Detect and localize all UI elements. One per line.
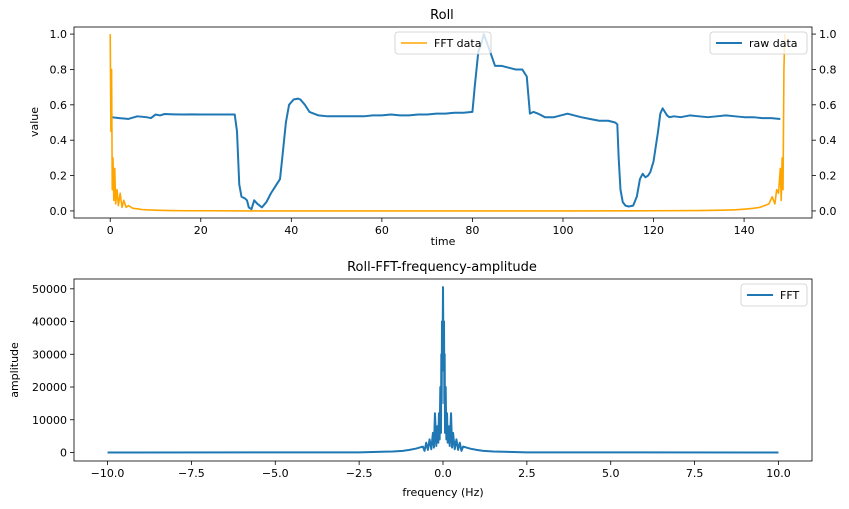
roll-y-ticks-left: 0.0 0.2 0.4 0.6 0.8 1.0 — [50, 28, 74, 218]
roll-x-axis-label: time — [431, 235, 456, 248]
subplot-roll: Roll 0 20 40 60 80 100 120 140 0.0 0.2 0.4 0.6 0.8 1… — [28, 8, 837, 248]
fft-x-axis-label: frequency (Hz) — [402, 486, 483, 499]
series-fft-data-line — [109, 34, 786, 212]
legend-raw-data-label: raw data — [749, 37, 798, 50]
roll-x-tick-label: 0 — [107, 224, 114, 237]
fft-y-tick-label: 10000 — [32, 414, 67, 427]
legend-fft-label: FFT — [780, 289, 799, 302]
legend-fft-data-label: FFT data — [434, 37, 481, 50]
legend-raw-data: raw data — [709, 31, 808, 55]
fft-y-tick-label: 30000 — [32, 348, 67, 361]
roll-y-tick-label: 0.2 — [50, 170, 68, 183]
roll-x-tick-label: 80 — [465, 224, 479, 237]
fft-x-tick-label: −7.5 — [178, 467, 205, 480]
roll-title: Roll — [430, 8, 454, 23]
roll-x-tick-label: 20 — [194, 224, 208, 237]
fft-plot-area — [107, 286, 779, 454]
roll-y-tick-label: 1.0 — [50, 28, 68, 41]
roll-axes-frame — [73, 26, 813, 219]
legend-fft-box — [740, 283, 808, 307]
fft-x-tick-label: 7.5 — [686, 467, 704, 480]
fft-y-axis-label: amplitude — [8, 342, 21, 398]
roll-y-right-tick-label: 1.0 — [819, 28, 837, 41]
series-fft-line — [107, 286, 779, 454]
roll-x-tick-label: 100 — [552, 224, 573, 237]
roll-y-axis-label: value — [28, 107, 41, 137]
roll-x-ticks: 0 20 40 60 80 100 120 140 — [107, 218, 755, 237]
fft-x-ticks: −10.0 −7.5 −5.0 −2.5 0.0 2.5 5.0 7.5 10.0 — [91, 461, 791, 480]
fft-y-tick-label: 20000 — [32, 381, 67, 394]
legend-fft-data-box — [394, 31, 492, 55]
roll-y-right-tick-label: 0.2 — [819, 170, 837, 183]
roll-x-tick-label: 120 — [643, 224, 664, 237]
fft-x-tick-label: 0.0 — [434, 467, 452, 480]
fft-x-tick-label: 5.0 — [602, 467, 620, 480]
fft-y-tick-label: 40000 — [32, 316, 67, 329]
fft-title: Roll-FFT-frequency-amplitude — [347, 260, 537, 275]
roll-y-right-tick-label: 0.4 — [819, 134, 837, 147]
fft-x-tick-label: 10.0 — [766, 467, 791, 480]
roll-y-right-tick-label: 0.0 — [819, 205, 837, 218]
roll-y-right-tick-label: 0.6 — [819, 99, 837, 112]
subplot-fft: Roll-FFT-frequency-amplitude −10.0 −7.5 −5… — [8, 260, 813, 499]
fft-x-tick-label: −10.0 — [91, 467, 125, 480]
fft-y-ticks: 0 10000 20000 30000 40000 50000 — [32, 283, 74, 459]
roll-plot-area — [109, 33, 786, 212]
roll-x-tick-label: 40 — [284, 224, 298, 237]
legend-raw-data-box — [709, 31, 808, 55]
roll-y-tick-label: 0.4 — [50, 134, 68, 147]
fft-y-tick-label: 0 — [60, 446, 67, 459]
fft-x-tick-label: −2.5 — [346, 467, 373, 480]
legend-fft: FFT — [740, 283, 808, 307]
roll-y-tick-label: 0.6 — [50, 99, 68, 112]
series-raw-data-line — [111, 33, 781, 211]
legend-fft-data: FFT data — [394, 31, 492, 55]
fft-x-tick-label: 2.5 — [518, 467, 536, 480]
roll-y-tick-label: 0.0 — [50, 205, 68, 218]
roll-x-tick-label: 140 — [734, 224, 755, 237]
fft-y-tick-label: 50000 — [32, 283, 67, 296]
roll-y-right-tick-label: 0.8 — [819, 63, 837, 76]
roll-x-tick-label: 60 — [375, 224, 389, 237]
roll-y-tick-label: 0.8 — [50, 63, 68, 76]
fft-x-tick-label: −5.0 — [262, 467, 289, 480]
roll-y-ticks-right: 0.0 0.2 0.4 0.6 0.8 1.0 — [812, 28, 837, 218]
